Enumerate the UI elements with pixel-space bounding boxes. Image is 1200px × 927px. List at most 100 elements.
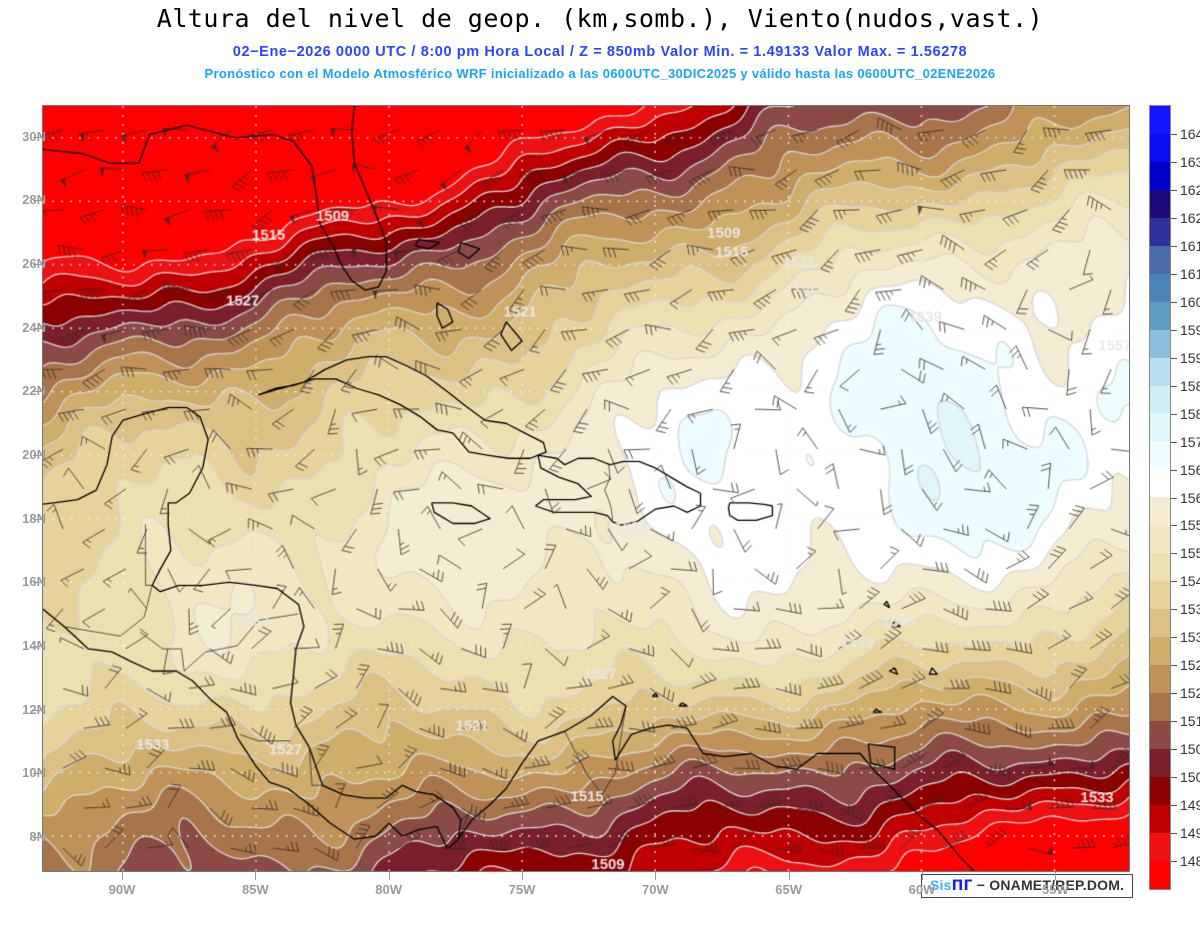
lat-tick bbox=[33, 200, 41, 202]
lat-tick bbox=[33, 773, 41, 775]
colorbar-cell bbox=[1150, 413, 1170, 442]
colorbar-cell bbox=[1150, 720, 1170, 749]
colorbar-tick bbox=[1171, 329, 1177, 331]
colorbar-label-1635: 1635 bbox=[1180, 153, 1200, 170]
colorbar-cell bbox=[1150, 804, 1170, 833]
lat-label-14N: 14N bbox=[22, 638, 46, 654]
lat-label-12N: 12N bbox=[22, 701, 46, 717]
lat-label-22N: 22N bbox=[22, 383, 46, 399]
lon-tick bbox=[922, 872, 923, 880]
colorbar-cell bbox=[1150, 245, 1170, 274]
lat-tick bbox=[33, 264, 41, 266]
colorbar-tick bbox=[1171, 553, 1177, 555]
lat-label-30N: 30N bbox=[22, 128, 46, 144]
colorbar-tick bbox=[1171, 581, 1177, 583]
colorbar-tick bbox=[1171, 133, 1177, 135]
colorbar-label-1629: 1629 bbox=[1180, 181, 1200, 198]
colorbar-tick bbox=[1171, 609, 1177, 611]
lon-tick bbox=[388, 872, 390, 880]
colorbar-label-1527: 1527 bbox=[1180, 657, 1200, 674]
colorbar-tick bbox=[1171, 497, 1177, 499]
colorbar-cell bbox=[1150, 609, 1170, 638]
colorbar-tick bbox=[1171, 161, 1177, 163]
colorbar-tick bbox=[1171, 217, 1177, 219]
colorbar-label-1563: 1563 bbox=[1180, 489, 1200, 506]
colorbar-label-1575: 1575 bbox=[1180, 433, 1200, 450]
colorbar-label-1617: 1617 bbox=[1180, 237, 1200, 254]
lon-label-70W: 70W bbox=[641, 882, 669, 897]
map-plot-area[interactable] bbox=[42, 105, 1130, 872]
colorbar-tick bbox=[1171, 665, 1177, 667]
lat-tick bbox=[33, 136, 41, 138]
colorbar-tick bbox=[1171, 469, 1177, 471]
colorbar-cell bbox=[1150, 860, 1170, 889]
lon-tick bbox=[255, 872, 257, 880]
lon-tick bbox=[788, 872, 790, 880]
colorbar-label-1557: 1557 bbox=[1180, 517, 1200, 534]
colorbar-cell bbox=[1150, 441, 1170, 470]
lat-tick bbox=[33, 391, 41, 393]
credit-badge: SisΠΓ − ONAMET/REP.DOM. bbox=[921, 874, 1134, 898]
page-title: Altura del nivel de geop. (km,somb.), Vi… bbox=[156, 4, 1044, 33]
credit-sis-text: Sis bbox=[930, 877, 952, 893]
colorbar-label-1587: 1587 bbox=[1180, 377, 1200, 394]
colorbar-cell bbox=[1150, 217, 1170, 246]
lat-label-24N: 24N bbox=[22, 319, 46, 335]
colorbar-cell bbox=[1150, 469, 1170, 498]
colorbar-tick bbox=[1171, 749, 1177, 751]
lat-label-26N: 26N bbox=[22, 256, 46, 272]
colorbar-tick bbox=[1171, 777, 1177, 779]
lat-label-28N: 28N bbox=[22, 192, 46, 208]
colorbar-tick bbox=[1171, 273, 1177, 275]
colorbar-label-1497: 1497 bbox=[1180, 797, 1200, 814]
colorbar-cell bbox=[1150, 106, 1170, 134]
colorbar-label-1605: 1605 bbox=[1180, 293, 1200, 310]
colorbar-legend[interactable] bbox=[1149, 105, 1171, 890]
colorbar-tick bbox=[1171, 385, 1177, 387]
colorbar-cell bbox=[1150, 776, 1170, 805]
colorbar-cell bbox=[1150, 133, 1170, 162]
colorbar-label-1515: 1515 bbox=[1180, 713, 1200, 730]
lon-tick bbox=[122, 872, 123, 880]
colorbar-tick bbox=[1171, 861, 1177, 863]
colorbar-cell bbox=[1150, 748, 1170, 777]
colorbar-tick bbox=[1171, 637, 1177, 639]
lon-label-90W: 90W bbox=[108, 882, 136, 897]
colorbar-cell bbox=[1150, 161, 1170, 190]
lon-label-60W: 60W bbox=[908, 882, 936, 897]
lon-label-80W: 80W bbox=[375, 882, 403, 897]
lat-label-8N: 8N bbox=[29, 828, 46, 844]
colorbar-label-1569: 1569 bbox=[1180, 461, 1200, 478]
colorbar-tick bbox=[1171, 189, 1177, 191]
colorbar-cell bbox=[1150, 832, 1170, 861]
colorbar-label-1533: 1533 bbox=[1180, 629, 1200, 646]
colorbar-label-1539: 1539 bbox=[1180, 601, 1200, 618]
forecast-meta-line: 02−Ene−2026 0000 UTC / 8:00 pm Hora Loca… bbox=[232, 44, 968, 60]
colorbar-label-1623: 1623 bbox=[1180, 209, 1200, 226]
colorbar-tick bbox=[1171, 833, 1177, 835]
colorbar-cell bbox=[1150, 357, 1170, 386]
colorbar-tick bbox=[1171, 525, 1177, 527]
colorbar-tick bbox=[1171, 721, 1177, 723]
colorbar-label-1509: 1509 bbox=[1180, 741, 1200, 758]
colorbar-label-1593: 1593 bbox=[1180, 349, 1200, 366]
lon-label-85W: 85W bbox=[241, 882, 269, 897]
model-description-line: Pronóstico con el Modelo Atmosférico WRF… bbox=[204, 66, 996, 81]
colorbar-tick bbox=[1171, 245, 1177, 247]
lat-label-10N: 10N bbox=[22, 765, 46, 781]
lat-tick bbox=[33, 327, 41, 329]
colorbar-label-1545: 1545 bbox=[1180, 573, 1200, 590]
colorbar-cell bbox=[1150, 189, 1170, 218]
colorbar-cell bbox=[1150, 385, 1170, 414]
colorbar-cell bbox=[1150, 301, 1170, 330]
colorbar-cell bbox=[1150, 525, 1170, 554]
map-canvas bbox=[43, 106, 1129, 871]
colorbar-cell bbox=[1150, 665, 1170, 694]
lon-tick bbox=[655, 872, 657, 880]
